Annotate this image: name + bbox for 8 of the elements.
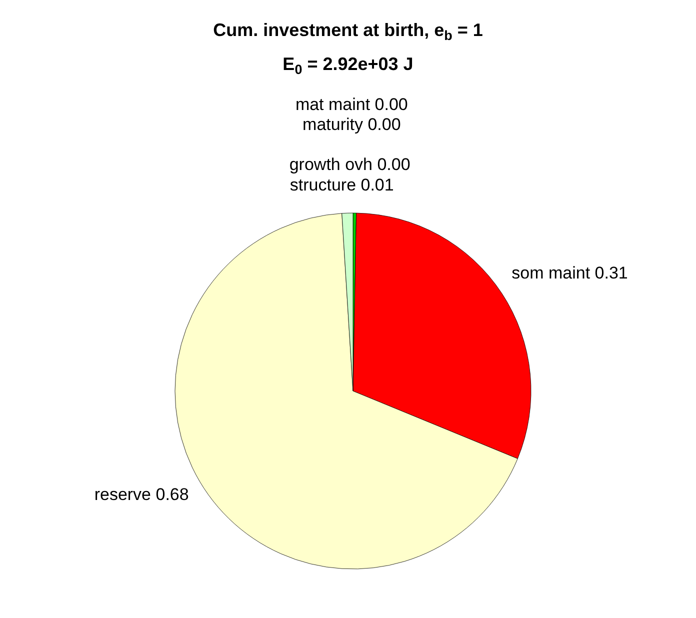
- chart-subtitle: E$_{0}$ = 2.92e+03 J: [282, 54, 414, 78]
- chart-title: Cum. investment at birth, e$_{b}$ = 1: [213, 20, 483, 44]
- slice-label: growth ovh 0.00: [289, 155, 410, 174]
- category-label: maturity 0.00: [302, 115, 401, 134]
- slice-label: structure 0.01: [290, 175, 394, 194]
- slice-label: reserve 0.68: [94, 485, 189, 504]
- slice-label: som maint 0.31: [512, 264, 628, 283]
- category-label: mat maint 0.00: [295, 95, 408, 114]
